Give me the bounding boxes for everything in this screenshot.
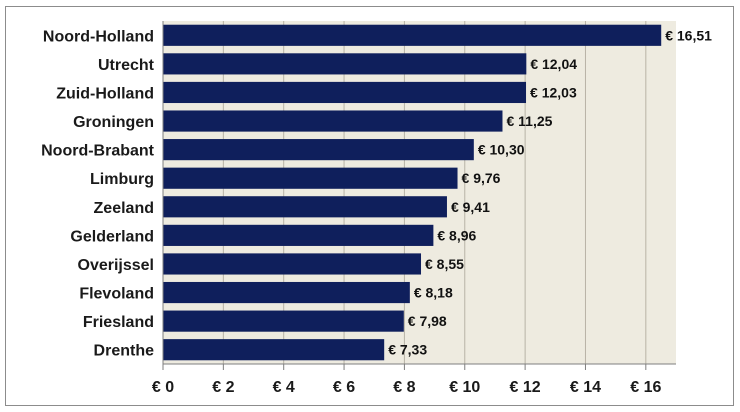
plot-area — [163, 21, 676, 364]
bar-flevoland — [163, 281, 410, 304]
bar-zuid-holland — [163, 81, 527, 104]
category-label: Limburg — [90, 171, 154, 188]
value-label: € 9,41 — [451, 199, 490, 215]
category-label: Overijssel — [78, 257, 155, 274]
bar-utrecht — [163, 53, 527, 75]
category-label: Drenthe — [94, 343, 155, 360]
value-label: € 9,76 — [462, 170, 501, 186]
bar-noord-holland — [163, 24, 662, 46]
x-tick-label: € 16 — [630, 379, 661, 396]
category-label: Zuid-Holland — [56, 85, 154, 102]
x-tick-label: € 2 — [212, 379, 234, 396]
value-label: € 8,96 — [437, 227, 476, 243]
value-label: € 8,18 — [414, 285, 453, 301]
value-label: € 7,98 — [408, 313, 447, 329]
value-label: € 11,25 — [506, 113, 552, 129]
bar-overijssel — [163, 253, 422, 275]
category-label: Groningen — [73, 114, 154, 131]
category-label: Noord-Holland — [43, 28, 154, 45]
x-ticks: € 0 € 2 € 4 € 6 € 8 € 10 € 12 € 14 € 16 — [152, 364, 661, 396]
grid-lines — [222, 21, 647, 364]
bar-drenthe — [163, 339, 385, 361]
bar-friesland — [163, 310, 404, 332]
chart-frame: Noord-Holland € 16,51 Utrecht € 12,04 Zuid-H… — [5, 6, 734, 406]
value-label: € 7,33 — [388, 342, 427, 358]
bar-noord-brabant — [163, 139, 474, 161]
bar-limburg — [163, 167, 458, 189]
bar-chart: Noord-Holland € 16,51 Utrecht € 12,04 Zuid-H… — [41, 21, 712, 396]
x-tick-label: € 0 — [152, 379, 174, 396]
category-label: Noord-Brabant — [41, 143, 155, 160]
category-label: Utrecht — [98, 57, 155, 74]
category-label: Gelderland — [70, 228, 154, 245]
bar-groningen — [163, 110, 503, 132]
x-tick-label: € 12 — [510, 379, 541, 396]
bar-gelderland — [163, 224, 434, 246]
value-label: € 8,55 — [425, 256, 464, 272]
value-label: € 12,04 — [530, 56, 577, 72]
x-tick-label: € 10 — [449, 379, 480, 396]
value-label: € 10,30 — [478, 142, 525, 158]
x-tick-label: € 4 — [273, 379, 295, 396]
value-label: € 12,03 — [530, 84, 577, 100]
value-label: € 16,51 — [665, 27, 712, 43]
x-tick-label: € 8 — [393, 379, 415, 396]
x-tick-label: € 6 — [333, 379, 355, 396]
x-tick-label: € 14 — [570, 379, 601, 396]
bar-zeeland — [163, 196, 447, 218]
category-label: Friesland — [83, 314, 154, 331]
bars: Noord-Holland € 16,51 Utrecht € 12,04 Zuid-H… — [41, 24, 712, 361]
category-label: Zeeland — [94, 200, 154, 217]
category-label: Flevoland — [79, 286, 154, 303]
